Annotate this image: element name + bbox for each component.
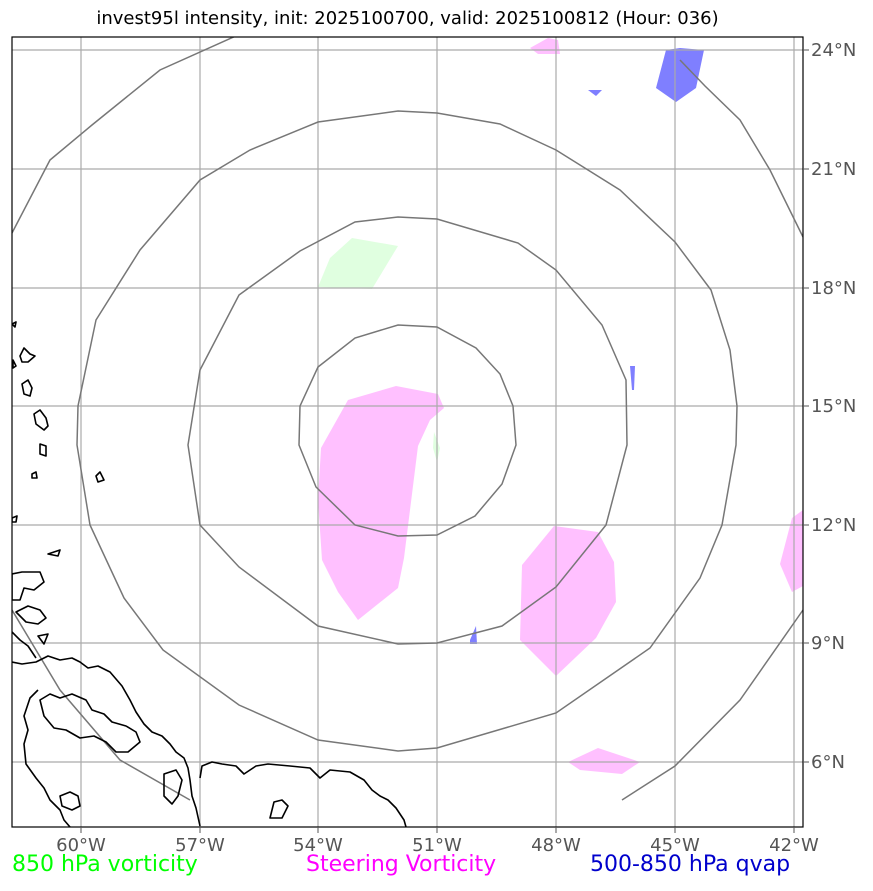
legend-qvap: 500-850 hPa qvap <box>590 852 791 877</box>
steering-vorticity-patch <box>318 386 444 620</box>
qvap-patch <box>656 48 704 102</box>
lat-tick-label: 21°N <box>811 159 856 180</box>
coastline-mainland <box>12 655 407 827</box>
coastline-island <box>33 409 49 431</box>
lon-tick-label: 48°W <box>531 835 581 856</box>
qvap-patch <box>470 626 477 644</box>
qvap-layer <box>470 48 704 644</box>
range-ring <box>298 324 517 537</box>
coastline-island <box>47 549 61 557</box>
coastlines <box>12 321 407 827</box>
lat-tick-label: 24°N <box>811 40 856 61</box>
lon-tick-label: 60°W <box>56 835 106 856</box>
lon-tick-label: 57°W <box>175 835 225 856</box>
range-ring <box>76 110 738 752</box>
coastline-island <box>37 633 49 645</box>
map-frame <box>11 36 804 828</box>
lon-tick-label: 54°W <box>293 835 343 856</box>
coastline-island <box>12 515 18 523</box>
qvap-patch <box>630 366 635 390</box>
lat-tick-label: 15°N <box>811 396 856 417</box>
coastline-island <box>12 571 45 601</box>
coastline-island <box>21 379 33 397</box>
coastline-island <box>12 321 17 328</box>
coastline-island <box>59 791 81 811</box>
map-title: invest95l intensity, init: 2025100700, v… <box>96 8 719 29</box>
legend-steering-vorticity: Steering Vorticity <box>306 852 497 877</box>
longitude-labels: 60°W 57°W 54°W 51°W 48°W 45°W 42°W <box>56 835 819 856</box>
steering-vorticity-patch <box>520 526 616 676</box>
coastline-island <box>19 347 36 363</box>
lon-tick-label: 42°W <box>769 835 819 856</box>
coastline-island <box>15 605 47 625</box>
vorticity-850-patch <box>318 238 398 289</box>
range-ring <box>12 37 803 238</box>
legend-850-hpa-vorticity: 850 hPa vorticity <box>12 852 198 877</box>
gridlines <box>12 37 803 827</box>
lon-tick-label: 45°W <box>650 835 700 856</box>
steering-vorticity-patch <box>568 748 640 774</box>
coastline-island <box>95 471 105 483</box>
tick-marks <box>80 49 809 833</box>
latitude-labels: 24°N 21°N 18°N 15°N 12°N 9°N 6°N <box>811 40 856 773</box>
coastline-island <box>12 359 17 369</box>
lat-tick-label: 18°N <box>811 278 856 299</box>
steering-vorticity-layer <box>318 38 803 774</box>
coastline-island <box>39 693 141 753</box>
lat-tick-label: 6°N <box>811 752 845 773</box>
qvap-patch <box>588 90 602 96</box>
range-ring <box>12 609 803 801</box>
lat-tick-label: 9°N <box>811 633 845 654</box>
lon-tick-label: 51°W <box>412 835 462 856</box>
coastline-island <box>269 799 289 819</box>
coastline-island <box>39 443 47 457</box>
lat-tick-label: 12°N <box>811 515 856 536</box>
steering-vorticity-patch <box>780 510 803 592</box>
coastline-island <box>31 471 38 479</box>
range-ring <box>187 216 628 645</box>
range-rings <box>12 37 803 801</box>
coastline-mainland <box>12 631 71 827</box>
coastline-island <box>163 769 183 805</box>
